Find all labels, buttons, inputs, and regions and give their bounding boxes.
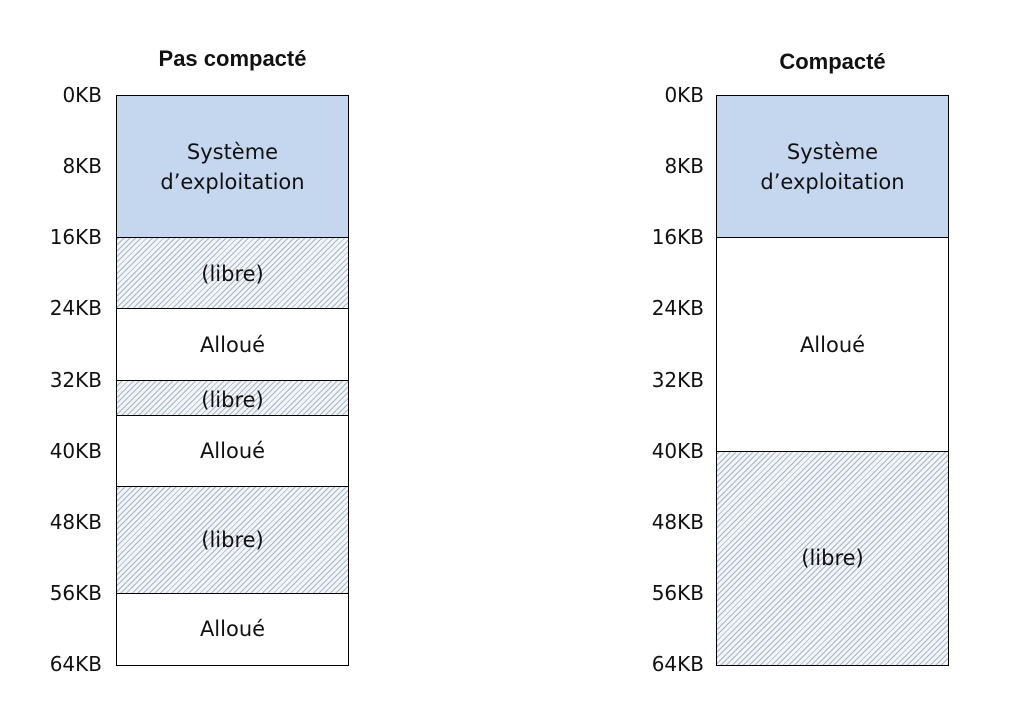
block-label: Alloué <box>199 332 266 357</box>
block-label: (libre) <box>201 388 264 413</box>
axis-tick-label: 56KB <box>49 580 102 605</box>
os-block: Système d’exploitation <box>116 95 349 239</box>
block-label: Alloué <box>799 332 866 357</box>
memory-column: Système d’exploitation Alloué (libre) <box>716 95 949 666</box>
axis-tick-label: 0KB <box>664 83 704 107</box>
block-label: Alloué <box>199 617 266 642</box>
block-label: (libre) <box>201 528 264 553</box>
block-label: Système d’exploitation <box>760 139 905 194</box>
block-label: Alloué <box>199 439 266 464</box>
os-block: Système d’exploitation <box>716 95 949 239</box>
free-block: (libre) <box>116 379 349 417</box>
free-block: (libre) <box>116 486 349 595</box>
axis-tick-label: 40KB <box>49 438 102 463</box>
memory-column: Système d’exploitation (libre) Alloué (libr… <box>116 95 349 666</box>
axis-tick-label: 40KB <box>651 438 704 463</box>
block-label: Système d’exploitation <box>160 139 305 194</box>
axis-tick-label: 48KB <box>49 509 102 534</box>
axis-tick-label: 64KB <box>651 652 704 676</box>
axis-tick-label: 24KB <box>49 296 102 321</box>
allocated-block: Alloué <box>116 592 349 666</box>
axis-tick-label: 8KB <box>62 154 102 179</box>
block-label: (libre) <box>201 261 264 286</box>
axis-tick-label: 0KB <box>62 83 102 107</box>
axis-tick-label: 32KB <box>49 367 102 392</box>
axis-tick-label: 56KB <box>651 580 704 605</box>
axis-tick-label: 8KB <box>664 154 704 179</box>
axis-tick-label: 64KB <box>49 652 102 676</box>
diagram-title: Pas compacté <box>158 46 307 71</box>
allocated-block: Alloué <box>116 308 349 381</box>
diagram-title: Compacté <box>779 49 886 74</box>
axis-tick-label: 16KB <box>49 225 102 250</box>
free-block: (libre) <box>716 450 949 666</box>
block-label: (libre) <box>801 546 864 571</box>
axis-tick-label: 32KB <box>651 367 704 392</box>
allocated-block: Alloué <box>716 237 949 453</box>
axis-tick-label: 16KB <box>651 225 704 250</box>
allocated-block: Alloué <box>116 415 349 488</box>
axis-tick-label: 24KB <box>651 296 704 321</box>
axis-tick-label: 48KB <box>651 509 704 534</box>
free-block: (libre) <box>116 237 349 310</box>
